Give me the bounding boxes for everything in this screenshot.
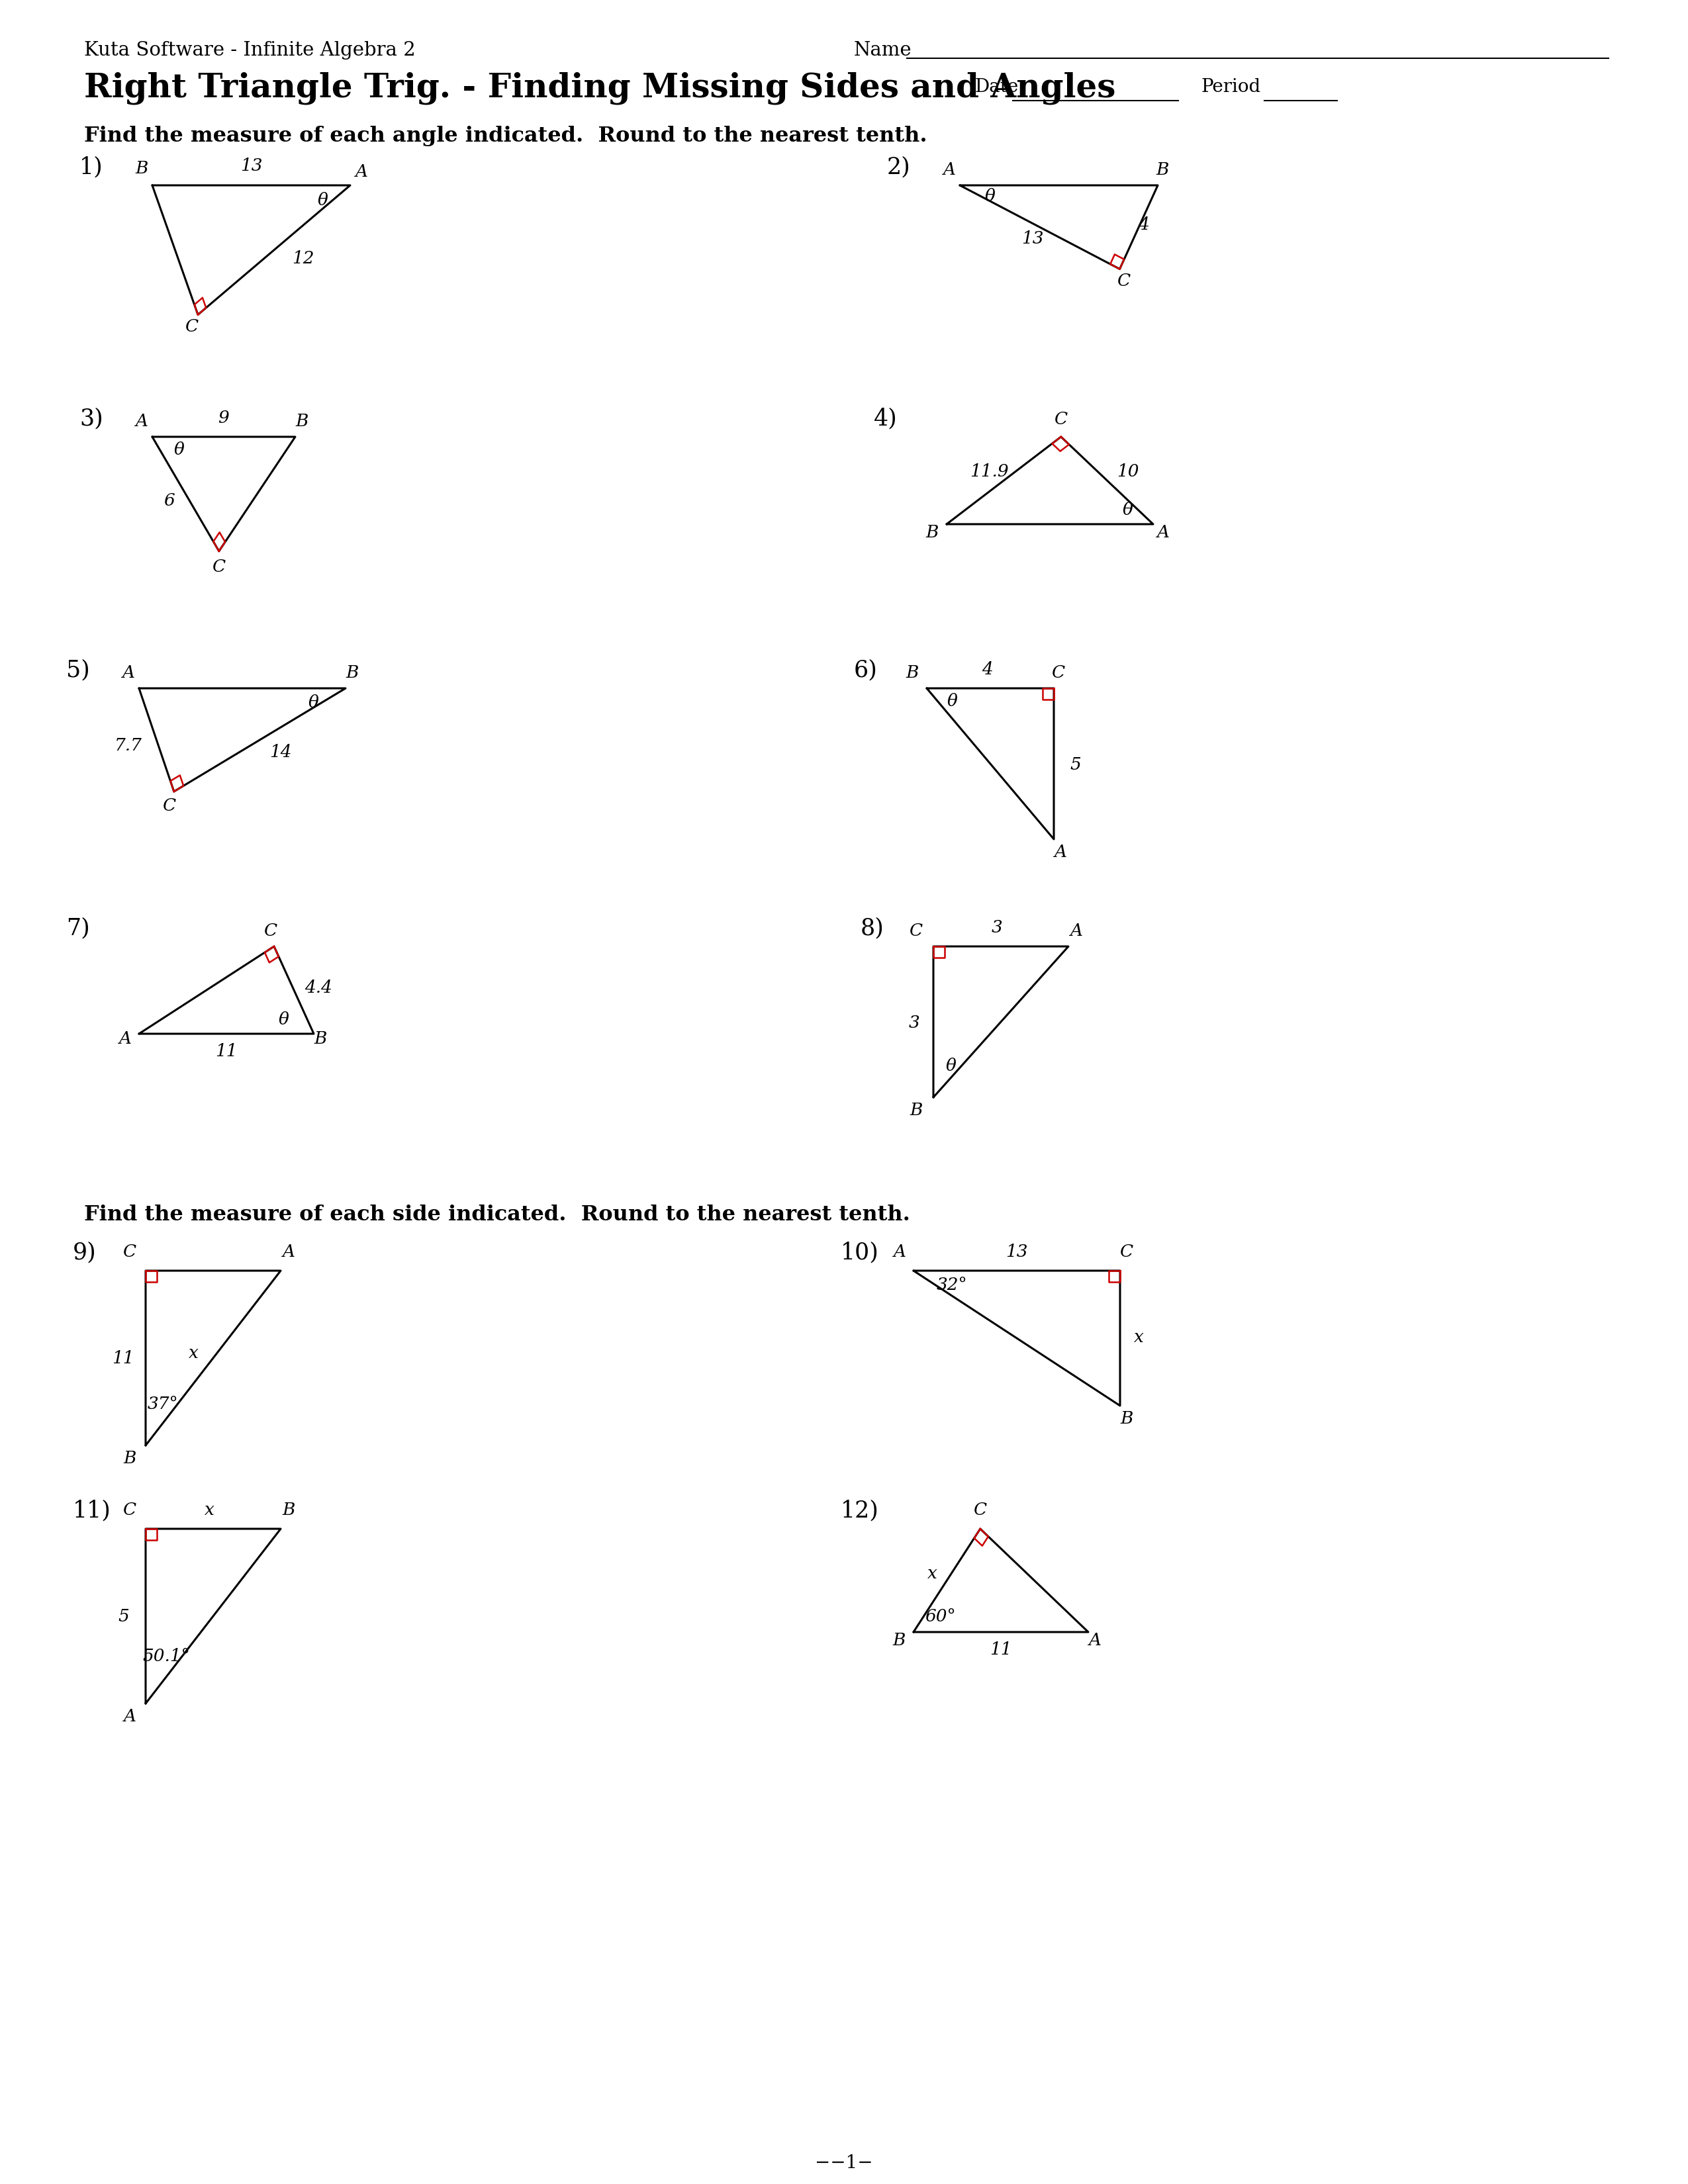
Text: C: C [186,319,199,334]
Text: θ: θ [1123,502,1133,518]
Text: A: A [944,162,955,179]
Text: 11): 11) [73,1498,111,1522]
Text: 7): 7) [66,917,89,939]
Text: Find the measure of each side indicated.  Round to the nearest tenth.: Find the measure of each side indicated.… [84,1206,910,1225]
Text: C: C [123,1500,137,1518]
Text: B: B [314,1031,326,1046]
Text: B: B [1156,162,1168,179]
Text: 3): 3) [79,406,103,430]
Text: B: B [295,413,307,430]
Text: Date: Date [974,79,1018,96]
Text: 1): 1) [79,155,103,179]
Text: 4: 4 [982,662,993,677]
Text: 8): 8) [861,917,885,939]
Text: θ: θ [317,192,327,210]
Text: C: C [910,922,923,939]
Text: Name: Name [854,41,912,59]
Text: 60°: 60° [925,1607,955,1625]
Text: x: x [204,1500,214,1518]
Text: Kuta Software - Infinite Algebra 2: Kuta Software - Infinite Algebra 2 [84,41,415,59]
Text: B: B [906,664,918,681]
Text: x: x [189,1345,197,1361]
Text: C: C [213,559,226,574]
Text: 11: 11 [113,1350,135,1367]
Text: B: B [910,1101,922,1118]
Text: 13: 13 [240,157,262,175]
Text: 11.9: 11.9 [971,463,1009,480]
Text: Period: Period [1202,79,1261,96]
Text: C: C [1055,411,1067,428]
Text: C: C [1119,1243,1133,1260]
Text: x: x [927,1566,937,1581]
Text: 5): 5) [66,660,89,681]
Text: C: C [1117,273,1131,290]
Text: 14: 14 [270,743,292,760]
Text: A: A [135,413,147,430]
Text: x: x [1134,1330,1144,1345]
Text: θ: θ [945,1057,955,1075]
Text: C: C [974,1500,987,1518]
Text: 6): 6) [854,660,878,681]
Text: 50.1°: 50.1° [142,1647,191,1664]
Text: B: B [893,1631,906,1649]
Text: 11: 11 [216,1044,238,1059]
Text: 11: 11 [989,1640,1013,1658]
Text: 4: 4 [1138,216,1150,234]
Text: 3: 3 [991,919,1003,935]
Text: Find the measure of each angle indicated.  Round to the nearest tenth.: Find the measure of each angle indicated… [84,127,927,146]
Text: 6: 6 [164,491,174,509]
Text: θ: θ [309,695,319,710]
Text: 12: 12 [292,251,314,266]
Text: 2): 2) [886,155,912,179]
Text: A: A [1089,1631,1101,1649]
Text: θ: θ [174,441,184,459]
Text: B: B [346,664,358,681]
Text: A: A [123,1708,137,1725]
Text: A: A [893,1243,905,1260]
Text: θ: θ [986,188,996,205]
Text: 9: 9 [218,408,230,426]
Text: C: C [1052,664,1065,681]
Text: B: B [927,524,939,539]
Text: A: A [1156,524,1170,539]
Text: 37°: 37° [147,1396,179,1413]
Text: B: B [1119,1411,1133,1426]
Text: 13: 13 [1021,229,1043,247]
Text: 3: 3 [908,1013,920,1031]
Text: A: A [118,1031,132,1046]
Text: C: C [162,797,176,815]
Text: C: C [123,1243,137,1260]
Text: A: A [1053,843,1067,860]
Text: C: C [265,922,277,939]
Text: B: B [135,159,149,177]
Text: 13: 13 [1006,1243,1028,1260]
Text: 9): 9) [73,1241,96,1262]
Text: B: B [123,1450,137,1465]
Text: A: A [354,164,366,179]
Text: 5: 5 [118,1607,128,1625]
Text: θ: θ [279,1011,289,1029]
Text: B: B [282,1500,295,1518]
Text: θ: θ [947,692,957,710]
Text: A: A [122,664,133,681]
Text: A: A [1070,922,1082,939]
Text: 4.4: 4.4 [304,978,333,996]
Text: 32°: 32° [937,1278,967,1293]
Text: A: A [282,1243,295,1260]
Text: 10: 10 [1116,463,1139,480]
Text: 12): 12) [841,1498,879,1522]
Text: 5: 5 [1070,756,1080,773]
Text: Right Triangle Trig. - Finding Missing Sides and Angles: Right Triangle Trig. - Finding Missing S… [84,72,1116,105]
Text: 10): 10) [841,1241,879,1262]
Text: 7.7: 7.7 [115,738,142,753]
Text: −−1−: −−1− [815,2153,873,2173]
Text: 4): 4) [874,406,898,430]
